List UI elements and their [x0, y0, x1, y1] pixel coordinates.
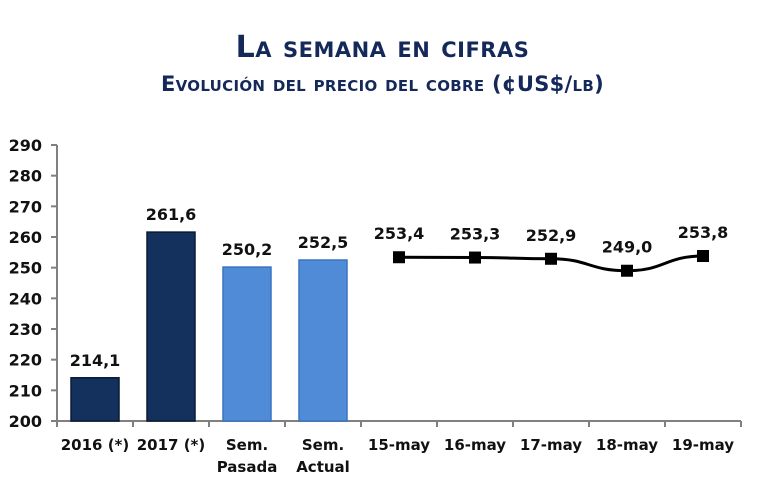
- chart-title: La semana en cifras: [235, 30, 530, 65]
- line-data-label: 253,4: [374, 224, 425, 243]
- x-tick-label: 15-may: [368, 436, 430, 454]
- x-tick-label: Sem.: [302, 436, 344, 454]
- line-data-label: 253,8: [678, 223, 729, 242]
- bar-data-label: 261,6: [146, 205, 197, 224]
- bar: [70, 377, 120, 422]
- bar: [298, 259, 348, 422]
- line-marker: [469, 251, 481, 264]
- line-data-label: 253,3: [450, 225, 501, 244]
- y-axis: 200 210 220 230 240 250 260 270 280 290: [9, 136, 58, 431]
- line-marker: [545, 252, 557, 265]
- x-tick-label: 17-may: [520, 436, 582, 454]
- line-data-label: 249,0: [602, 238, 653, 257]
- y-tick-label: 230: [9, 320, 42, 339]
- bar-data-label: 214,1: [70, 351, 121, 370]
- bar-series: 214,1 261,6 250,2 252,5: [70, 205, 349, 422]
- line-data-label: 252,9: [526, 226, 577, 245]
- x-tick-label: 2016 (*): [61, 436, 130, 454]
- x-tick-label: 19-may: [672, 436, 734, 454]
- y-tick-label: 270: [9, 197, 42, 216]
- bar: [222, 266, 272, 422]
- line-marker: [621, 264, 633, 277]
- y-tick-label: 220: [9, 351, 42, 370]
- x-tick-label: Actual: [296, 458, 350, 476]
- y-tick-label: 250: [9, 259, 42, 278]
- bar-data-label: 250,2: [222, 240, 273, 259]
- bar: [146, 231, 196, 422]
- line-series: 253,4 253,3 252,9 249,0 253,8: [374, 223, 729, 277]
- line-marker: [697, 250, 709, 263]
- y-tick-label: 280: [9, 167, 42, 186]
- x-axis: 2016 (*) 2017 (*) Sem. Pasada Sem. Actual 15-m…: [51, 420, 742, 476]
- chart-subtitle: Evolución del precio del cobre (¢US$/lb): [161, 72, 604, 96]
- x-tick-label: 2017 (*): [137, 436, 206, 454]
- y-tick-label: 210: [9, 381, 42, 400]
- y-tick-label: 200: [9, 412, 42, 431]
- y-tick-label: 260: [9, 228, 42, 247]
- line-marker: [393, 251, 405, 264]
- x-tick-label: 18-may: [596, 436, 658, 454]
- y-tick-label: 240: [9, 289, 42, 308]
- bar-data-label: 252,5: [298, 233, 349, 252]
- x-tick-label: Pasada: [217, 458, 278, 476]
- x-tick-label: 16-may: [444, 436, 506, 454]
- y-tick-label: 290: [9, 136, 42, 155]
- x-tick-label: Sem.: [226, 436, 268, 454]
